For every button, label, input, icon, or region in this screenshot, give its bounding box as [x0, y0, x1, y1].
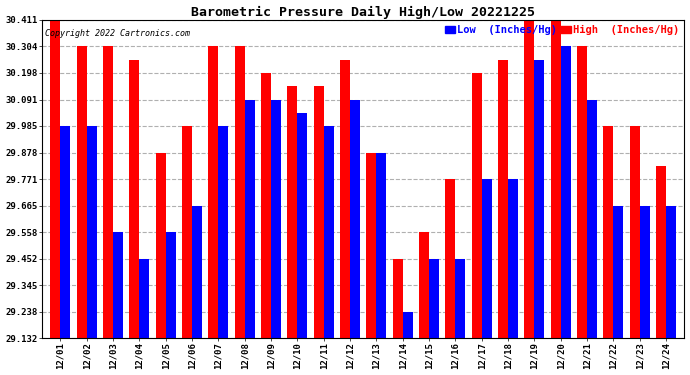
- Bar: [340, 60, 350, 338]
- Bar: [508, 179, 518, 338]
- Bar: [77, 46, 87, 338]
- Bar: [472, 73, 482, 338]
- Text: Copyright 2022 Cartronics.com: Copyright 2022 Cartronics.com: [45, 29, 190, 38]
- Bar: [87, 126, 97, 338]
- Bar: [113, 232, 123, 338]
- Bar: [208, 46, 219, 338]
- Bar: [245, 99, 255, 338]
- Bar: [103, 46, 113, 338]
- Bar: [656, 166, 666, 338]
- Bar: [587, 99, 597, 338]
- Bar: [524, 20, 534, 338]
- Bar: [603, 126, 613, 338]
- Bar: [376, 153, 386, 338]
- Bar: [561, 46, 571, 338]
- Bar: [613, 206, 623, 338]
- Bar: [534, 60, 544, 338]
- Bar: [551, 20, 561, 338]
- Bar: [403, 312, 413, 338]
- Bar: [445, 179, 455, 338]
- Bar: [498, 60, 508, 338]
- Bar: [666, 206, 676, 338]
- Legend: Low  (Inches/Hg), High  (Inches/Hg): Low (Inches/Hg), High (Inches/Hg): [445, 25, 679, 35]
- Bar: [482, 179, 492, 338]
- Bar: [261, 73, 271, 338]
- Bar: [235, 46, 245, 338]
- Bar: [50, 20, 61, 338]
- Bar: [130, 60, 139, 338]
- Bar: [366, 153, 376, 338]
- Bar: [192, 206, 202, 338]
- Bar: [139, 259, 150, 338]
- Bar: [630, 126, 640, 338]
- Bar: [640, 206, 650, 338]
- Bar: [156, 153, 166, 338]
- Bar: [297, 113, 307, 338]
- Bar: [61, 126, 70, 338]
- Bar: [182, 126, 192, 338]
- Bar: [350, 99, 360, 338]
- Bar: [314, 86, 324, 338]
- Title: Barometric Pressure Daily High/Low 20221225: Barometric Pressure Daily High/Low 20221…: [191, 6, 535, 19]
- Bar: [393, 259, 403, 338]
- Bar: [577, 46, 587, 338]
- Bar: [271, 99, 281, 338]
- Bar: [287, 86, 297, 338]
- Bar: [429, 259, 439, 338]
- Bar: [455, 259, 465, 338]
- Bar: [324, 126, 334, 338]
- Bar: [219, 126, 228, 338]
- Bar: [166, 232, 176, 338]
- Bar: [419, 232, 429, 338]
